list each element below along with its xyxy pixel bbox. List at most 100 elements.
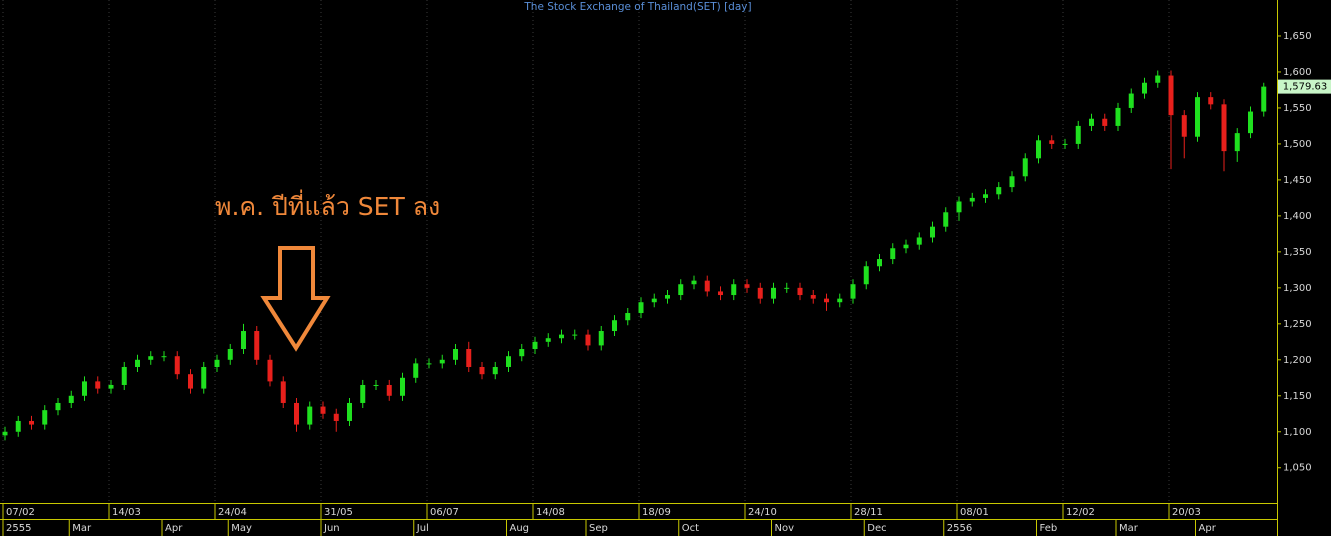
- x-tick-label: 28/11: [854, 507, 883, 518]
- candle-body: [135, 359, 140, 367]
- candle-body: [612, 320, 617, 332]
- y-tick-label: 1,450: [1283, 175, 1312, 186]
- candle-body: [1075, 125, 1081, 144]
- candle-body: [625, 313, 631, 321]
- candle-body: [983, 194, 988, 198]
- candle-body: [400, 377, 405, 396]
- candle-body: [532, 341, 538, 350]
- x-tick-label: 24/10: [748, 507, 777, 518]
- candle-body: [174, 356, 180, 375]
- last-price-label: 1,579.63: [1283, 82, 1328, 93]
- candle-body: [771, 287, 776, 299]
- candle-body: [757, 287, 763, 299]
- candle-body: [68, 395, 74, 403]
- y-tick-label: 1,100: [1283, 427, 1312, 438]
- candle-body: [386, 384, 392, 396]
- month-label: Apr: [165, 523, 183, 534]
- candle-body: [718, 291, 723, 296]
- candle-body: [227, 349, 233, 360]
- candle-body: [824, 298, 829, 303]
- candle-body: [254, 331, 260, 360]
- month-label: Mar: [1119, 523, 1139, 534]
- candle-body: [678, 284, 684, 296]
- annotation: พ.ค. ปีที่แล้ว SET ลง: [215, 189, 440, 221]
- candle-body: [201, 366, 207, 389]
- month-label: Jul: [416, 523, 429, 534]
- candle-body: [347, 402, 352, 421]
- candle-body: [108, 384, 114, 389]
- month-label: Feb: [1040, 523, 1058, 534]
- candle-body: [704, 280, 710, 292]
- candle-body: [1168, 75, 1174, 116]
- month-label: 2556: [947, 523, 972, 534]
- candle-body: [969, 197, 975, 202]
- y-tick-label: 1,150: [1283, 391, 1312, 402]
- candle-body: [1234, 133, 1240, 152]
- candle-body: [1195, 97, 1200, 137]
- candle-body: [916, 237, 922, 245]
- candle-body: [466, 349, 472, 367]
- candle-body: [585, 334, 591, 346]
- month-label: 2555: [6, 523, 31, 534]
- x-tick-label: 18/09: [642, 507, 671, 518]
- candle-body: [188, 374, 193, 389]
- candle-body: [294, 402, 299, 425]
- y-tick-label: 1,600: [1283, 67, 1312, 78]
- candle-body: [214, 359, 220, 367]
- y-tick-label: 1,200: [1283, 355, 1312, 366]
- month-label: Nov: [775, 523, 795, 534]
- y-tick-label: 1,300: [1283, 283, 1312, 294]
- candle-body: [95, 381, 101, 389]
- candle-body: [320, 406, 326, 414]
- candle-body: [651, 298, 657, 303]
- candle-body: [519, 349, 525, 357]
- candle-body: [890, 248, 896, 260]
- candle-body: [956, 201, 962, 213]
- candle-body: [943, 212, 949, 227]
- y-tick-label: 1,650: [1283, 31, 1312, 42]
- candle-body: [1142, 82, 1147, 94]
- candle-body: [1089, 118, 1094, 126]
- candle-body: [1102, 118, 1108, 126]
- candle-body: [691, 280, 697, 285]
- month-label: Jun: [323, 523, 340, 534]
- candle-body: [930, 226, 935, 238]
- month-label: Dec: [867, 523, 886, 534]
- candle-body: [333, 413, 339, 421]
- candle-body: [784, 287, 790, 289]
- y-tick-label: 1,350: [1283, 247, 1312, 258]
- candle-body: [1022, 158, 1028, 177]
- x-tick-label: 14/08: [536, 507, 565, 518]
- candle-body: [850, 284, 856, 299]
- candle-body: [545, 338, 551, 342]
- candle-body: [638, 302, 644, 314]
- candle-body: [360, 384, 366, 403]
- candle-body: [1155, 75, 1161, 83]
- candle-body: [2, 431, 8, 436]
- candle-body: [598, 331, 604, 346]
- candle-body: [1261, 86, 1267, 112]
- candle-body: [996, 187, 1002, 195]
- candle-body: [1181, 115, 1187, 137]
- candle-body: [837, 298, 843, 303]
- candle-body: [1036, 140, 1041, 159]
- candle-body: [903, 244, 909, 249]
- candle-body: [148, 356, 154, 360]
- candle-body: [492, 366, 498, 375]
- y-tick-label: 1,550: [1283, 103, 1312, 114]
- last-price-box: [1278, 79, 1331, 94]
- candles: [2, 70, 1267, 441]
- candle-body: [731, 284, 737, 296]
- candle-body: [1248, 111, 1253, 134]
- candle-body: [1128, 93, 1134, 108]
- candle-body: [1208, 97, 1214, 105]
- y-tick-label: 1,050: [1283, 463, 1312, 474]
- candle-body: [82, 381, 87, 396]
- candle-body: [877, 259, 882, 267]
- candle-body: [42, 410, 48, 425]
- chart-title: The Stock Exchange of Thailand(SET) [day…: [523, 1, 751, 13]
- candle-body: [863, 266, 869, 285]
- month-label: Sep: [589, 523, 608, 534]
- y-tick-label: 1,400: [1283, 211, 1312, 222]
